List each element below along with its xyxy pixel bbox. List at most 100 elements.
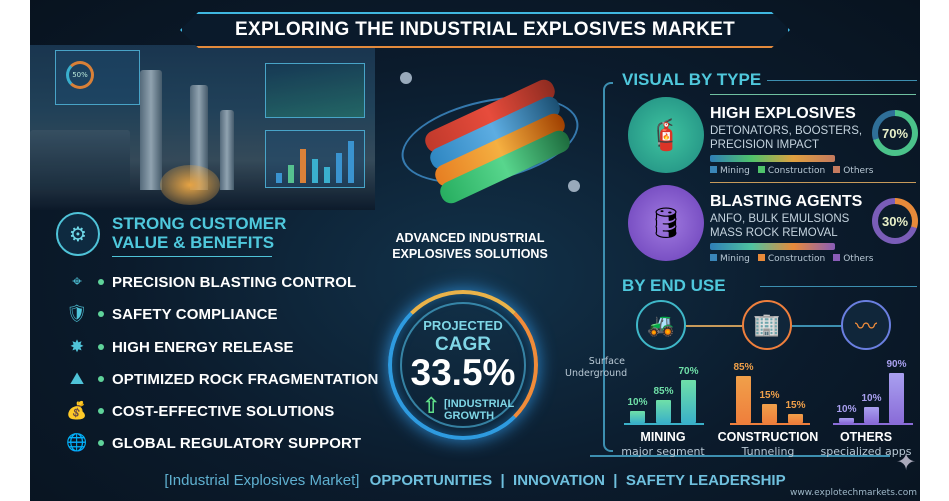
heading-line: VALUE & BENEFITS <box>112 233 275 252</box>
tower <box>140 70 162 190</box>
type-title: BLASTING AGENTS <box>710 193 863 210</box>
furnace-glow <box>160 165 220 205</box>
benefit-label: OPTIMIZED ROCK FRAGMENTATION <box>112 370 379 388</box>
cagr-ring: PROJECTED CAGR 33.5% ⇧ [INDUSTRIAL GROWT… <box>388 290 538 440</box>
description-line: PRECISION IMPACT <box>710 139 820 151</box>
bar-value-label: 10% <box>861 393 882 404</box>
divider <box>710 182 916 183</box>
bullet <box>98 376 104 382</box>
legend-item: Construction <box>757 166 826 176</box>
molecule <box>400 72 412 84</box>
benefit-label: PRECISION BLASTING CONTROL <box>112 273 357 291</box>
cagr-label: PROJECTED <box>423 318 503 333</box>
benefit-item: 💰 COST-EFFECTIVE SOLUTIONS <box>64 399 334 423</box>
bar-value-label: 15% <box>759 390 780 401</box>
connector-line <box>590 455 890 457</box>
page-title: EXPLORING THE INDUSTRIAL EXPLOSIVES MARK… <box>235 19 735 40</box>
crosshair-icon: ⌖ <box>72 272 82 292</box>
tower <box>220 110 234 190</box>
end-use-bar <box>889 373 904 423</box>
type-title: HIGH EXPLOSIVES <box>710 105 856 122</box>
end-use-bar <box>839 418 854 423</box>
bullet <box>98 408 104 414</box>
cagr-label: CAGR <box>435 334 491 355</box>
factory-illustration: 50% <box>30 45 375 210</box>
hand-gear-icon: ⚙ <box>56 212 100 256</box>
tower <box>190 85 208 190</box>
caption-line: EXPLOSIVES SOLUTIONS <box>392 247 548 261</box>
type-description: DETONATORS, BOOSTERS, PRECISION IMPACT <box>710 124 862 152</box>
benefit-item: 🛡 SAFETY COMPLIANCE <box>64 302 278 326</box>
description-line: MASS ROCK REMOVAL <box>710 227 838 239</box>
composition-bar <box>710 243 835 250</box>
bar-value-label: 10% <box>836 404 857 415</box>
divider <box>710 94 916 95</box>
end-use-bar <box>864 407 879 423</box>
connector-line <box>686 325 742 327</box>
up-arrow-icon: ⇧ <box>422 394 441 419</box>
title-banner: EXPLORING THE INDUSTRIAL EXPLOSIVES MARK… <box>180 12 790 48</box>
benefit-item: 🌐 GLOBAL REGULATORY SUPPORT <box>64 431 361 455</box>
excavator-icon: 🚜 <box>636 300 686 350</box>
legend-item: Mining <box>710 166 750 176</box>
building-icon: 🏢 <box>742 300 792 350</box>
cagr-sub-line: [INDUSTRIAL <box>444 398 515 410</box>
end-use-name: MINING <box>640 430 686 444</box>
legend-label: Others <box>843 166 874 176</box>
benefit-label: SAFETY COMPLIANCE <box>112 305 278 323</box>
end-use-subtitle: major segment <box>621 445 705 458</box>
end-use-bar <box>762 404 777 423</box>
gauge: 50% <box>66 61 94 89</box>
detonator-icon: 🧯 <box>628 97 704 173</box>
molecule <box>568 180 580 192</box>
end-use-bar <box>681 380 696 423</box>
bar-chart-panel <box>265 130 365 188</box>
benefit-item: ✸ HIGH ENERGY RELEASE <box>64 335 294 359</box>
share-value: 30% <box>878 204 912 238</box>
underground-label: Underground <box>565 368 628 379</box>
infographic: 50% EXPLORING THE INDUSTRIAL EXPLOSIVES … <box>30 0 920 501</box>
legend-label: Construction <box>767 166 826 176</box>
footer-url[interactable]: www.explotechmarkets.com <box>790 488 917 498</box>
composition-bar <box>710 155 835 162</box>
bar-value-label: 70% <box>678 366 699 377</box>
bullet <box>98 440 104 446</box>
legend-item: Others <box>833 254 873 264</box>
plant-building <box>30 130 130 190</box>
benefit-item: ⌖ PRECISION BLASTING CONTROL <box>64 270 356 294</box>
connector-line <box>792 325 841 327</box>
bullet <box>98 311 104 317</box>
benefit-label: COST-EFFECTIVE SOLUTIONS <box>112 402 335 420</box>
chart-baseline <box>833 423 913 425</box>
bar-value-label: 90% <box>886 359 907 370</box>
anfo-container-icon: 🛢 <box>628 185 704 261</box>
description-line: ANFO, BULK EMULSIONS <box>710 213 850 225</box>
end-use-bar <box>736 376 751 423</box>
end-use-bar <box>630 411 645 423</box>
inner-ring <box>400 302 526 428</box>
dashboard-panel: 50% <box>55 50 140 105</box>
legend-label: Mining <box>720 254 750 264</box>
legend-label: Construction <box>767 254 826 264</box>
bullet <box>98 344 104 350</box>
type-description: ANFO, BULK EMULSIONS MASS ROCK REMOVAL <box>710 212 849 240</box>
end-use-subtitle: specialized apps <box>820 445 912 458</box>
explosives-illustration <box>390 60 590 220</box>
money-bag-icon: 💰 <box>66 401 88 421</box>
rock-icon: ⛰ <box>69 369 85 389</box>
bar-value-label: 85% <box>653 386 674 397</box>
line-chart-panel <box>265 63 365 118</box>
share-donut: 70% <box>872 110 918 156</box>
shield-check-icon: 🛡 <box>66 304 88 324</box>
legend-label: Others <box>843 254 874 264</box>
globe-icon: 🌐 <box>66 433 88 453</box>
burst-icon: ✸ <box>69 337 85 357</box>
hero-caption: ADVANCED INDUSTRIAL EXPLOSIVES SOLUTIONS <box>370 230 570 262</box>
divider <box>112 256 272 257</box>
connector-line <box>603 82 613 452</box>
chart-baseline <box>730 423 810 425</box>
by-end-use-heading: BY END USE <box>622 276 726 295</box>
bar-value-label: 15% <box>785 400 806 411</box>
cagr-sub-line: GROWTH <box>444 410 495 422</box>
benefit-item: ⛰ OPTIMIZED ROCK FRAGMENTATION <box>64 367 378 391</box>
